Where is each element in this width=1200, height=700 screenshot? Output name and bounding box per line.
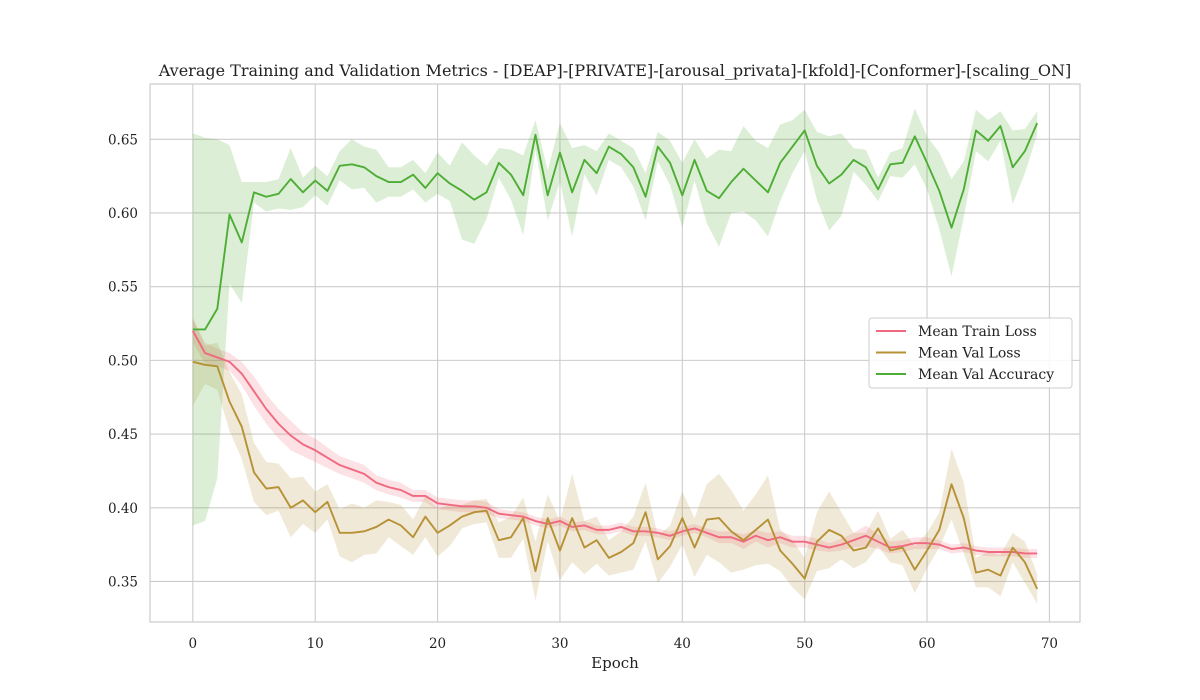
series-band-2 (192, 108, 1038, 526)
y-tick-label: 0.35 (108, 574, 138, 590)
legend-label-2: Mean Val Accuracy (918, 367, 1054, 383)
y-tick-label: 0.40 (108, 501, 138, 517)
x-tick-label: 10 (307, 636, 324, 652)
series-lines (191, 122, 1039, 590)
x-axis-label: Epoch (591, 654, 639, 672)
legend-label-1: Mean Val Loss (918, 346, 1021, 362)
y-tick-label: 0.55 (108, 280, 138, 296)
series-line-2 (192, 122, 1039, 331)
y-tick-label: 0.60 (108, 206, 138, 222)
legend: Mean Train Loss Mean Val Loss Mean Val Acc… (868, 317, 1073, 389)
chart-title: Average Training and Validation Metrics … (158, 61, 1071, 80)
legend-box (868, 317, 1073, 389)
x-tick-labels: 0 10 20 30 40 50 60 70 (189, 636, 1058, 652)
series-line-0 (191, 330, 1038, 555)
x-tick-label: 70 (1041, 636, 1058, 652)
y-tick-label: 0.45 (108, 427, 138, 443)
x-tick-label: 20 (429, 636, 446, 652)
series-band-0 (192, 319, 1038, 558)
y-tick-labels: 0.35 0.40 0.45 0.50 0.55 0.60 0.65 (108, 132, 138, 590)
x-tick-label: 60 (918, 636, 935, 652)
x-tick-label: 50 (796, 636, 813, 652)
x-tick-label: 0 (189, 636, 198, 652)
y-tick-label: 0.50 (108, 353, 138, 369)
x-tick-label: 30 (551, 636, 568, 652)
y-tick-label: 0.65 (108, 132, 138, 148)
series-line-1 (192, 360, 1039, 590)
x-tick-label: 40 (674, 636, 691, 652)
legend-label-0: Mean Train Loss (918, 324, 1037, 340)
